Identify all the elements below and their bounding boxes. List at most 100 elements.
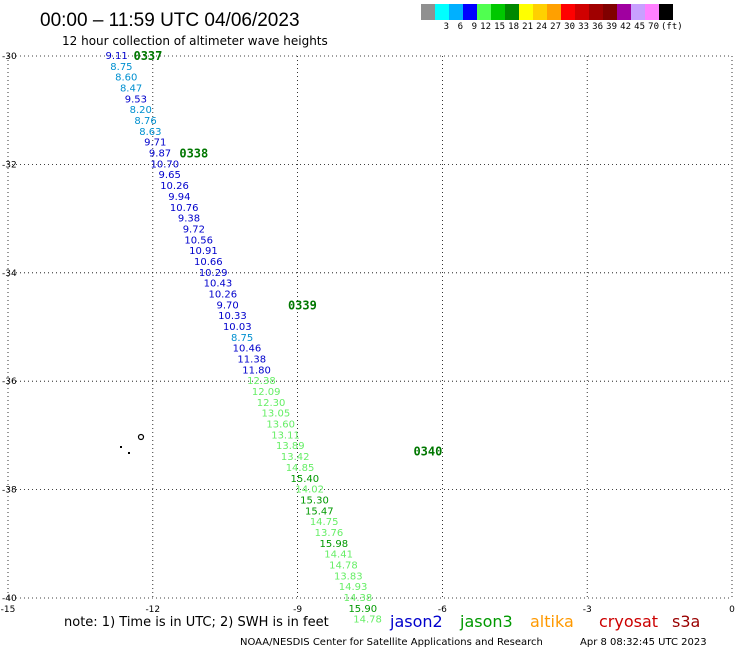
pass-time-label: 0337 <box>133 49 162 63</box>
swh-point: 8.63 <box>139 127 161 138</box>
grid-layer <box>7 55 733 599</box>
swh-point: 10.70 <box>151 159 180 170</box>
y-tick-label: -38 <box>2 486 17 496</box>
legend-swatch <box>477 4 491 20</box>
legend-swatch <box>519 4 533 20</box>
swh-point: 10.03 <box>223 322 252 333</box>
swh-point: 11.80 <box>242 365 271 376</box>
swh-point: 15.30 <box>300 495 329 506</box>
legend-label: 24 <box>536 22 547 32</box>
satellite-legend: jason2 jason3 altika cryosat s3a <box>389 612 700 631</box>
swh-point: 14.85 <box>286 463 315 474</box>
x-tick-label: -3 <box>583 605 592 615</box>
legend-swatch <box>547 4 561 20</box>
swh-point: 9.38 <box>178 214 200 225</box>
satellite-legend-item: jason2 <box>389 612 443 631</box>
satellite-legend-item: altika <box>530 612 574 631</box>
swh-point: 10.56 <box>184 235 213 246</box>
swh-point: 10.29 <box>199 268 228 279</box>
swh-point: 9.70 <box>216 300 238 311</box>
pass-time-label: 0339 <box>288 298 317 312</box>
swh-point: 10.91 <box>189 246 218 257</box>
island-marker <box>120 446 122 448</box>
chart-subtitle: 12 hour collection of altimeter wave hei… <box>62 34 328 48</box>
swh-points-layer: 9.118.758.608.479.538.208.768.639.719.87… <box>105 51 381 626</box>
island-marker <box>128 452 130 454</box>
x-tick-label: -15 <box>1 605 16 615</box>
legend-label: 42 <box>620 22 631 32</box>
legend-swatch-row <box>421 4 683 20</box>
legend-label: 12 <box>480 22 491 32</box>
swh-point: 13.05 <box>262 409 291 420</box>
swh-point: 11.38 <box>237 355 266 366</box>
satellite-legend-item: s3a <box>672 612 700 631</box>
legend-label: 30 <box>564 22 575 32</box>
x-tick-label: 0 <box>729 605 735 615</box>
swh-point: 8.76 <box>134 116 156 127</box>
swh-point: 10.33 <box>218 311 247 322</box>
legend-label: 15 <box>494 22 505 32</box>
y-tick-label: -32 <box>2 160 17 170</box>
legend-swatch <box>463 4 477 20</box>
time-labels-layer: 0337 0338 0339 0340 <box>133 49 442 459</box>
pass-time-label: 0340 <box>413 445 442 459</box>
legend-label: 27 <box>550 22 561 32</box>
legend-label: 3 <box>443 22 449 32</box>
swh-point: 14.02 <box>295 485 324 496</box>
swh-point: 8.20 <box>130 105 152 116</box>
legend-swatch <box>449 4 463 20</box>
legend-swatch <box>505 4 519 20</box>
swh-point: 9.11 <box>105 51 127 62</box>
swh-point: 14.78 <box>329 560 358 571</box>
footer-credit: NOAA/NESDIS Center for Satellite Applica… <box>240 637 543 648</box>
swh-point: 10.26 <box>208 289 237 300</box>
swh-point: 13.11 <box>271 430 300 441</box>
swh-point: 15.98 <box>319 539 348 550</box>
swh-point: 10.76 <box>170 203 199 214</box>
swh-point: 9.94 <box>168 192 190 203</box>
x-tick-label: -6 <box>438 605 447 615</box>
legend-label: 18 <box>508 22 519 32</box>
legend-label: 21 <box>522 22 533 32</box>
y-tick-label: -30 <box>2 52 17 62</box>
x-tick-label: -9 <box>293 605 302 615</box>
legend-swatch <box>645 4 659 20</box>
footer-timestamp: Apr 8 08:32:45 UTC 2023 <box>580 637 707 648</box>
y-tick-label: -34 <box>2 269 17 279</box>
island-marker <box>137 433 145 441</box>
legend-label: 39 <box>606 22 617 32</box>
swh-point: 8.60 <box>115 73 137 84</box>
swh-point: 12.30 <box>257 398 286 409</box>
legend-swatch <box>631 4 645 20</box>
swh-point: 9.72 <box>183 224 205 235</box>
swh-point: 13.83 <box>334 571 363 582</box>
legend-label: 70 <box>648 22 659 32</box>
swh-point: 12.09 <box>252 387 281 398</box>
legend-label-row: 3 6 9 12 15 18 21 24 27 30 33 36 39 42 45 70 (ft) <box>421 21 683 33</box>
chart-title: 00:00 – 11:59 UTC 04/06/2023 <box>40 10 300 31</box>
legend-label: 6 <box>457 22 463 32</box>
legend-swatch <box>491 4 505 20</box>
satellite-legend-item: cryosat <box>599 612 658 631</box>
legend-label: 45 <box>634 22 645 32</box>
legend-swatch <box>533 4 547 20</box>
swh-point: 9.65 <box>159 170 181 181</box>
swh-point: 14.75 <box>310 517 339 528</box>
swh-point: 13.89 <box>276 441 305 452</box>
swh-point: 14.41 <box>324 550 353 561</box>
swh-point: 15.90 <box>348 604 377 615</box>
swh-point: 8.47 <box>120 84 142 95</box>
satellite-legend-item: jason3 <box>459 612 513 631</box>
swh-point: 14.93 <box>339 582 368 593</box>
swh-point: 10.66 <box>194 257 223 268</box>
legend-swatch <box>617 4 631 20</box>
swh-point: 15.47 <box>305 506 334 517</box>
swh-point: 8.75 <box>110 62 132 73</box>
legend-label: 36 <box>592 22 603 32</box>
swh-point: 10.46 <box>233 344 262 355</box>
swh-point: 9.87 <box>149 149 171 160</box>
y-tick-label: -40 <box>2 594 17 604</box>
swh-point: 9.71 <box>144 138 166 149</box>
legend-swatch <box>659 4 673 20</box>
